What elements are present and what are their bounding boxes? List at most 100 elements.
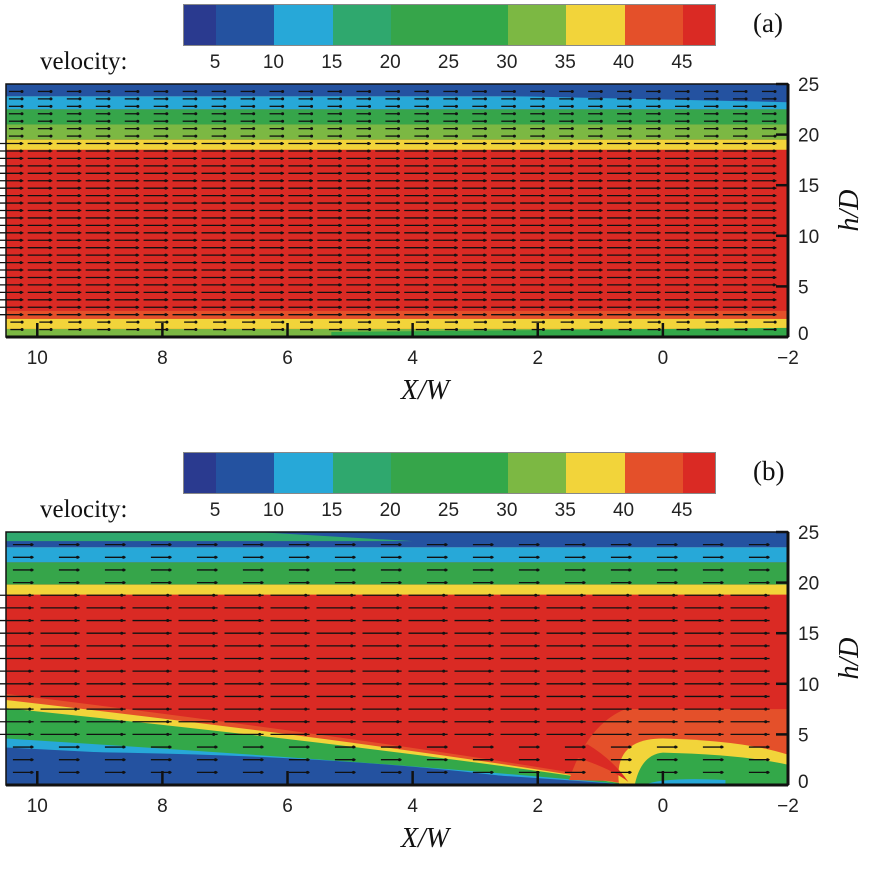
vector-head — [569, 142, 573, 146]
vector-head — [424, 179, 428, 183]
vector-head — [252, 127, 256, 131]
vector-head — [260, 555, 264, 559]
vector-head — [135, 231, 139, 235]
vector-head — [511, 216, 515, 220]
vector-head — [511, 171, 515, 175]
vector-head — [718, 593, 722, 597]
vector-head — [569, 209, 573, 212]
vector-head — [136, 320, 140, 324]
vector-head — [120, 732, 124, 736]
vector-head — [193, 142, 197, 146]
vector-head — [424, 275, 428, 279]
vector-head — [106, 283, 110, 287]
vector-head — [352, 555, 356, 559]
vector-head — [310, 127, 314, 131]
vector-head — [656, 261, 660, 265]
vector-head — [569, 275, 573, 279]
vector-head — [453, 261, 457, 265]
vector-head — [626, 606, 630, 610]
vector-head — [685, 231, 689, 235]
vector-head — [425, 134, 429, 138]
vector-head — [627, 179, 631, 183]
vector-head — [212, 694, 216, 698]
vector-head — [223, 127, 227, 131]
colorbar-swatch — [507, 5, 567, 45]
vector-head — [454, 127, 458, 131]
vector-head — [569, 305, 573, 309]
vector-head — [135, 246, 139, 250]
vector-head — [168, 568, 172, 572]
vector-head — [398, 745, 402, 749]
vector-head — [222, 246, 226, 250]
vector-head — [442, 707, 446, 711]
vector-head — [656, 290, 660, 294]
vector-head — [454, 112, 458, 116]
vector-head — [338, 283, 342, 287]
vector-head — [685, 186, 689, 190]
vector-head — [74, 707, 78, 711]
vector-head — [714, 261, 718, 265]
vector-head — [77, 231, 81, 235]
vector-head — [628, 89, 632, 93]
velocity-band — [6, 584, 788, 595]
vector-head — [580, 631, 584, 635]
vector-head — [106, 194, 110, 198]
vector-head — [672, 694, 676, 698]
vector-head — [627, 223, 631, 227]
vector-head — [764, 619, 768, 623]
vector-head — [626, 669, 630, 673]
vector-head — [672, 720, 676, 724]
vector-head — [685, 283, 689, 287]
vector-head — [536, 555, 540, 559]
vector-head — [77, 171, 81, 175]
vector-head — [165, 328, 169, 332]
colorbar-tick-label: 30 — [496, 52, 518, 73]
vector-head — [310, 104, 314, 108]
vector-head — [444, 555, 448, 559]
vector-head — [193, 186, 197, 190]
vector-head — [580, 619, 584, 623]
vector-head — [672, 606, 676, 610]
vector-head — [252, 320, 256, 324]
vector-head — [686, 89, 690, 93]
vector-head — [395, 290, 399, 294]
vector-head — [685, 164, 689, 168]
vector-head — [714, 305, 718, 309]
vector-head — [718, 606, 722, 610]
vector-head — [627, 149, 631, 153]
vector-head — [569, 156, 573, 160]
vector-head — [251, 179, 255, 183]
colorbar-tick-label: 35 — [554, 52, 576, 73]
vector-head — [628, 555, 632, 559]
vector-head — [444, 581, 448, 585]
vector-head — [766, 568, 770, 572]
vector-head — [425, 127, 429, 131]
vector-head — [76, 568, 80, 572]
vector-head — [718, 669, 722, 673]
vector-head — [714, 231, 718, 235]
vector-head — [251, 246, 255, 250]
vector-head — [166, 606, 170, 610]
vector-head — [627, 186, 631, 190]
vector-head — [396, 669, 400, 673]
vector-head — [106, 201, 110, 205]
vector-head — [743, 275, 747, 279]
vector-head — [193, 283, 197, 287]
vector-head — [309, 223, 313, 227]
vector-head — [720, 745, 724, 749]
vector-head — [541, 89, 545, 93]
vector-head — [425, 112, 429, 116]
vector-head — [582, 770, 586, 774]
vector-head — [714, 216, 718, 220]
vector-head — [511, 290, 515, 294]
vector-head — [222, 223, 226, 227]
vector-head — [396, 89, 400, 93]
vector-head — [395, 201, 399, 205]
vector-head — [396, 619, 400, 623]
vector-head — [77, 261, 81, 265]
vector-head — [74, 694, 78, 698]
vector-head — [453, 179, 457, 183]
vector-head — [764, 606, 768, 610]
vector-head — [281, 119, 285, 123]
vector-head — [165, 97, 169, 101]
